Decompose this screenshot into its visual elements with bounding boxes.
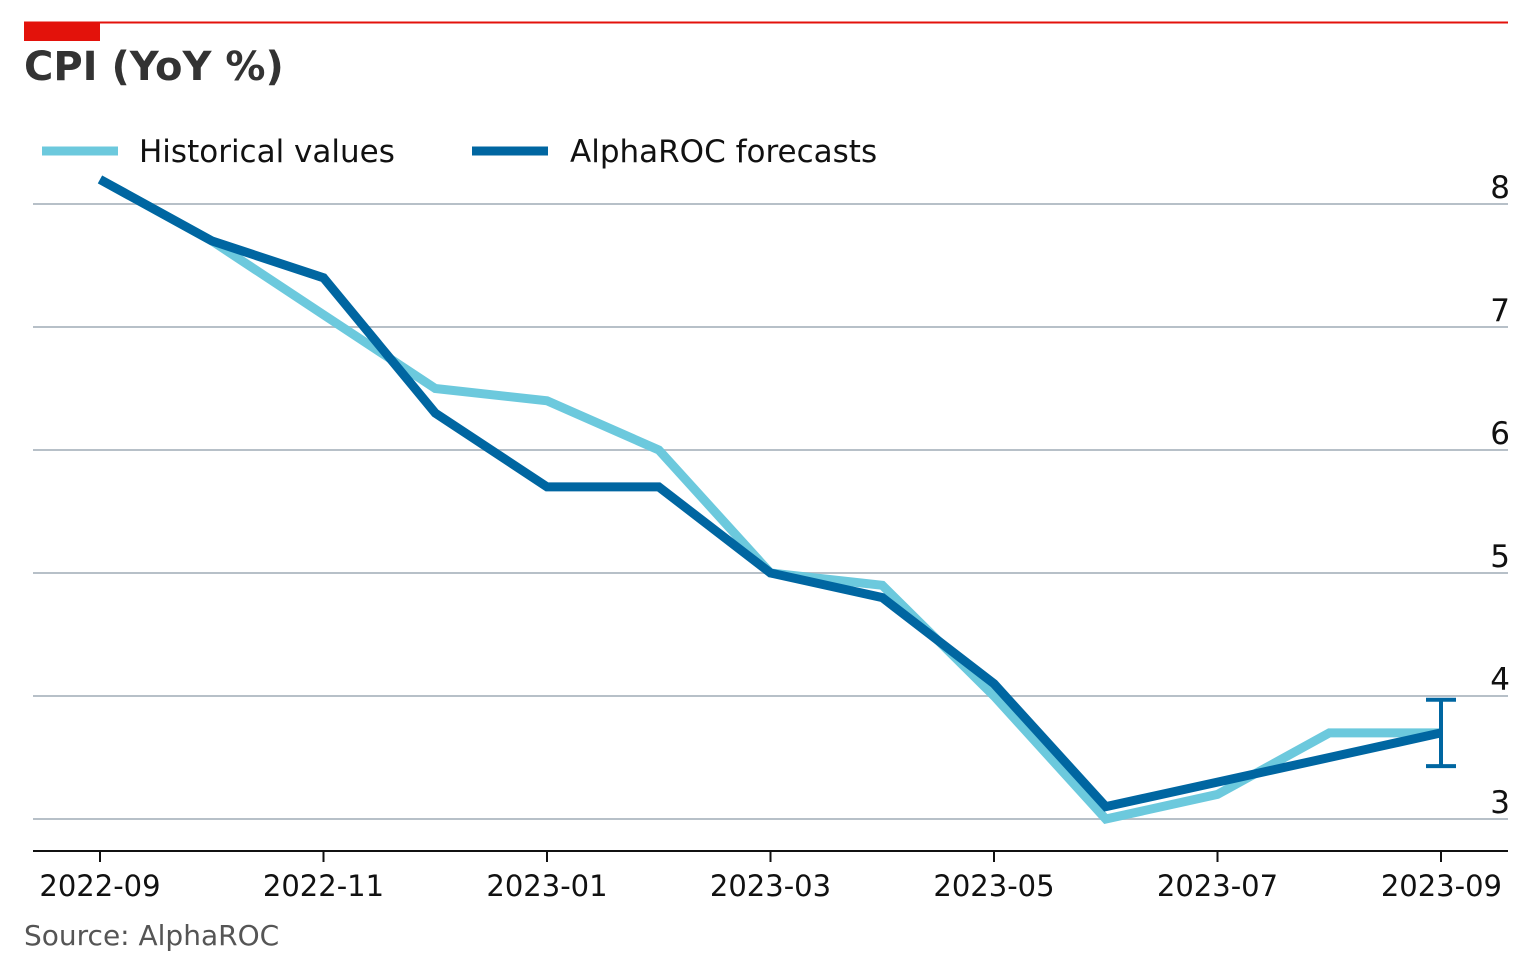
- x-tick-label-2023-03: 2023-03: [710, 869, 831, 903]
- x-tick-label-2023-09: 2023-09: [1381, 869, 1502, 903]
- series-line-historical-values: [97, 175, 1441, 824]
- chart-title: CPI (YoY %): [24, 44, 284, 90]
- error-bar: [1426, 697, 1456, 769]
- x-tick-label-2023-07: 2023-07: [1157, 869, 1278, 903]
- source-note: Source: AlphaROC: [24, 919, 279, 952]
- x-tick-label-2023-05: 2023-05: [933, 869, 1054, 903]
- y-tick-label-6: 6: [1490, 416, 1510, 452]
- y-tick-label-7: 7: [1490, 293, 1510, 329]
- legend-label-forecast: AlphaROC forecasts: [570, 134, 877, 170]
- y-tick-label-8: 8: [1490, 170, 1510, 206]
- accent-bar: [24, 22, 100, 41]
- legend: Historical values AlphaROC forecasts: [42, 134, 877, 170]
- x-tick-label-2022-11: 2022-11: [263, 869, 384, 903]
- legend-label-historical: Historical values: [139, 134, 395, 170]
- gridlines: [33, 203, 1508, 820]
- series: [97, 175, 1442, 824]
- x-axis: 2022-09 2022-11 2023-01 2023-03 2023-05 2023-…: [39, 851, 1502, 903]
- series-line-alpharoc-forecasts: [97, 175, 1442, 812]
- y-tick-label-4: 4: [1490, 662, 1510, 698]
- x-tick-label-2022-09: 2022-09: [39, 869, 160, 903]
- x-tick-label-2023-01: 2023-01: [486, 869, 607, 903]
- y-tick-label-3: 3: [1490, 785, 1510, 821]
- y-axis: 3 4 5 6 7 8: [1490, 170, 1510, 821]
- y-tick-label-5: 5: [1490, 539, 1510, 575]
